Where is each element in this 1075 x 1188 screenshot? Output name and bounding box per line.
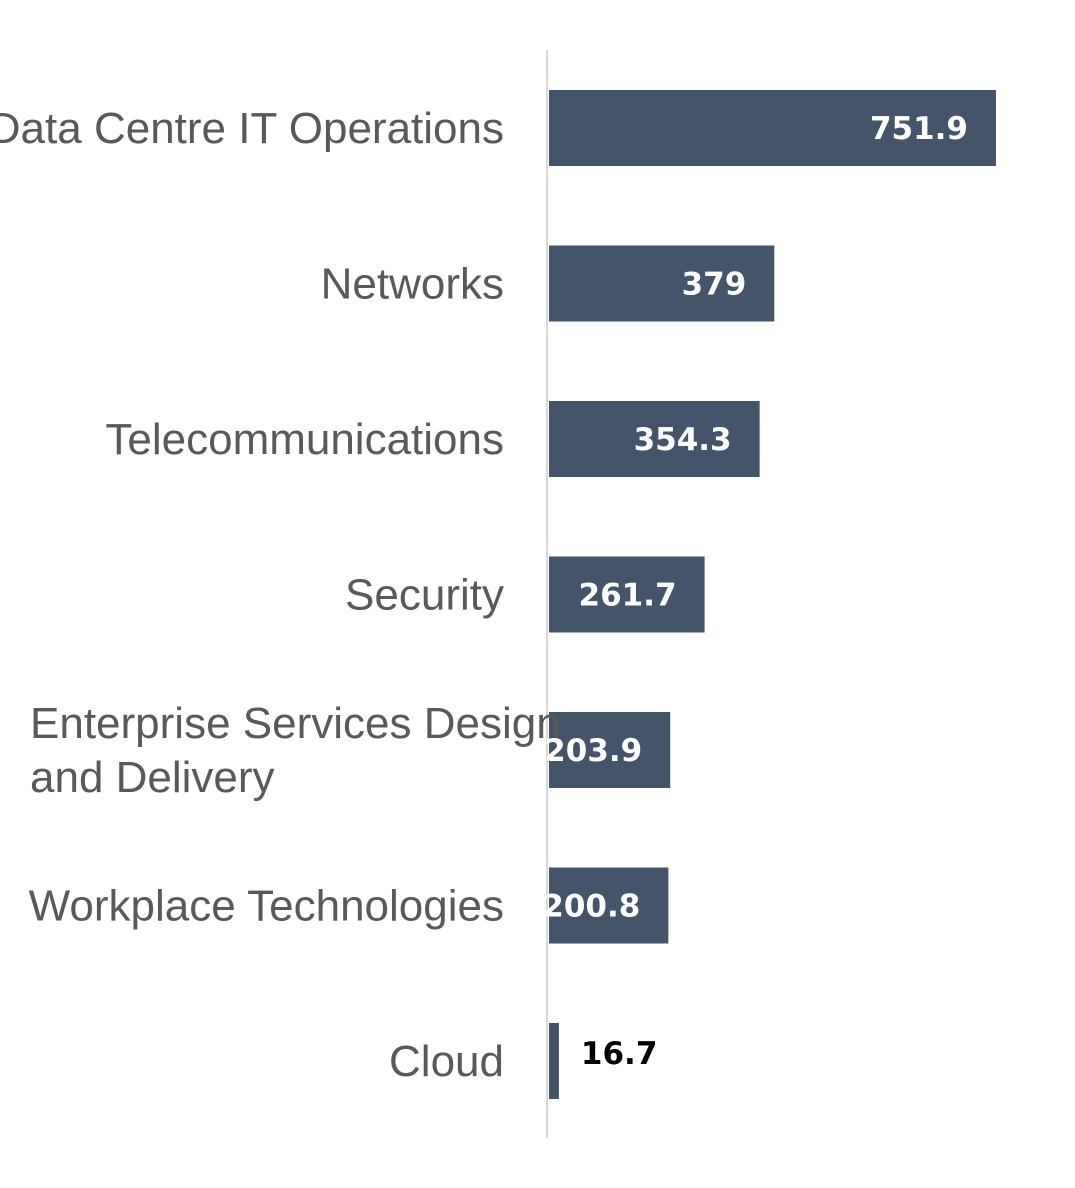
category-label: Security <box>345 571 504 620</box>
category-label: Cloud <box>389 1037 504 1086</box>
labels-layer: Data Centre IT Operations 751.9 Networks 37… <box>0 104 968 1086</box>
bar <box>549 401 760 477</box>
category-label: Data Centre IT Operations <box>0 104 504 153</box>
category-label: Enterprise Services Design and Delivery <box>30 699 561 802</box>
bars-layer <box>549 90 996 1099</box>
value-label: 354.3 <box>634 422 732 458</box>
category-label: Workplace Technologies <box>29 882 504 931</box>
value-label: 751.9 <box>870 111 968 147</box>
bar <box>549 1023 559 1099</box>
value-label: 203.9 <box>544 733 642 769</box>
category-label: Telecommunications <box>105 415 504 464</box>
value-label: 16.7 <box>581 1036 658 1072</box>
category-label: Networks <box>321 260 504 309</box>
bar <box>549 90 996 166</box>
value-label: 200.8 <box>542 889 640 925</box>
value-label: 261.7 <box>579 578 677 614</box>
bar <box>549 245 775 322</box>
bar <box>549 867 669 944</box>
bar <box>549 556 705 633</box>
bar <box>549 712 671 788</box>
value-label: 379 <box>682 267 747 303</box>
